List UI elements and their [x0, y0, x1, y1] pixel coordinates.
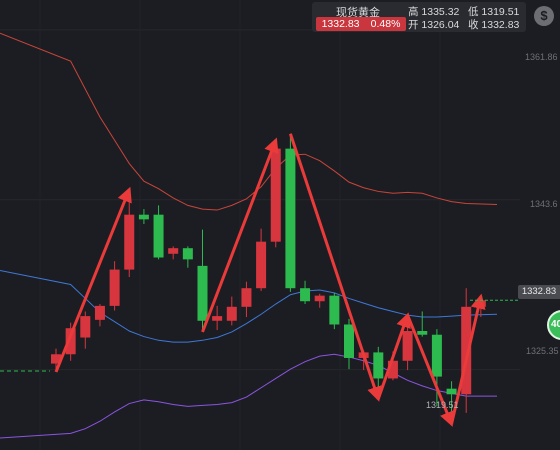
change-percent: 0.48% [370, 18, 401, 30]
trend-arrow [376, 312, 411, 400]
price-change-badge: 1332.83 0.48% [316, 17, 406, 31]
candle-body [241, 288, 252, 307]
candle-body [124, 214, 135, 270]
candle-body [182, 248, 193, 260]
axis-label-bottom: 1325.35 [526, 346, 559, 356]
candle-body [80, 316, 91, 338]
quote-panel: 现货黄金 1332.83 0.48% 高 1335.32 低 1319.51 开… [312, 2, 526, 32]
band-line [0, 353, 497, 439]
candle-body [314, 295, 325, 302]
candle-body [300, 288, 311, 302]
candle-body [373, 352, 384, 379]
candle-body [431, 334, 442, 377]
trend-arrow [54, 186, 132, 373]
band-line [0, 32, 498, 211]
last-price: 1332.83 [321, 18, 360, 30]
candle-body [138, 214, 149, 220]
candle-body [256, 241, 267, 289]
bollinger-lower-band [0, 353, 497, 439]
close-value: 收 1332.83 [468, 19, 520, 31]
candle-body [344, 324, 354, 358]
candle-body [446, 388, 457, 395]
low-value: 低 1319.51 [468, 6, 520, 18]
low-price-label: 1319.51 [426, 400, 459, 410]
instrument-name: 现货黄金 [336, 7, 380, 19]
candle-body [51, 354, 61, 364]
gridlines [0, 0, 520, 450]
candle-body [402, 331, 413, 361]
bollinger-upper-band [0, 32, 498, 211]
candle-body [387, 360, 398, 379]
candle-body [417, 331, 428, 335]
open-value: 开 1326.04 [408, 19, 460, 31]
candle-body [153, 214, 164, 258]
candles [51, 133, 486, 425]
candle-body [226, 306, 237, 321]
candle-body [197, 265, 208, 321]
axis-label-top: 1361.86 [525, 52, 558, 62]
current-price-tag: 1332.83 [518, 285, 560, 299]
candle-body [461, 306, 472, 395]
candle-body [285, 148, 296, 289]
candle-body [270, 148, 281, 242]
candle-body [94, 305, 105, 320]
candle-body [109, 269, 120, 306]
trend-arrow [406, 314, 455, 427]
candle-body [329, 295, 340, 325]
candle-body [65, 328, 76, 355]
candle-body [168, 248, 179, 254]
trend-arrows [54, 133, 486, 427]
trend-arrow [450, 293, 486, 425]
candle-body [212, 316, 223, 321]
trend-arrow [201, 137, 279, 333]
dollar-icon[interactable]: $ [534, 6, 554, 26]
axis-label-mid: 1343.6 [530, 199, 558, 209]
high-value: 高 1335.32 [408, 6, 460, 18]
trend-arrow [288, 133, 382, 402]
